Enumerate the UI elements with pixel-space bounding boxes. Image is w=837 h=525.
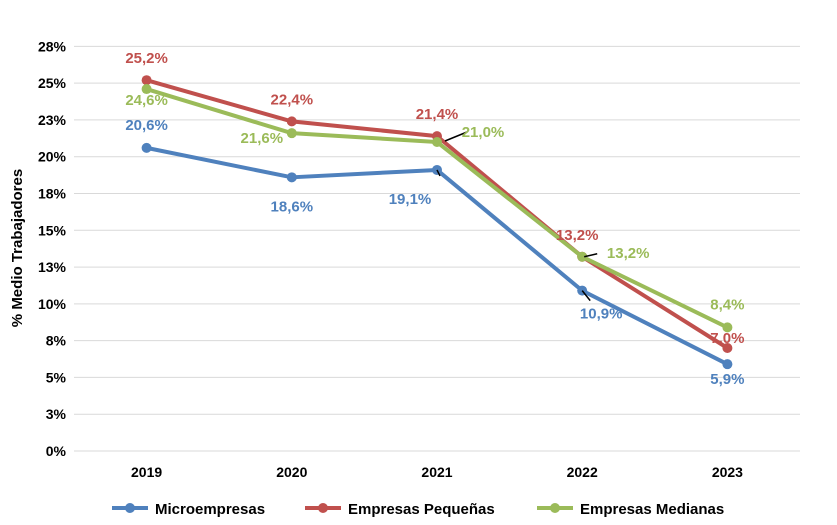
- data-point: [577, 251, 588, 262]
- x-axis-ticks: 2019 2020 2021 2022 2023: [131, 464, 743, 480]
- y-tick-label: 15%: [38, 222, 67, 238]
- data-point: [286, 128, 297, 139]
- legend: Microempresas Empresas Pequeñas Empresas M…: [112, 501, 724, 518]
- data-point: [286, 172, 297, 183]
- data-point: [141, 84, 152, 95]
- data-label: 13,2%: [607, 245, 650, 262]
- data-label: 22,4%: [271, 91, 314, 108]
- data-label: 18,6%: [271, 198, 314, 215]
- data-label: 7,0%: [710, 330, 744, 347]
- data-point: [722, 359, 733, 370]
- data-label: 20,6%: [125, 117, 168, 134]
- legend-swatch-marker: [318, 503, 328, 513]
- data-labels: 20,6% 18,6% 19,1% 10,9% 5,9% 25,2% 22,4% 21,4% 1…: [125, 50, 744, 388]
- gridlines: [74, 45, 800, 452]
- x-tick-label: 2022: [567, 464, 598, 480]
- label-leader-lines: [436, 131, 598, 302]
- x-tick-label: 2023: [712, 464, 743, 480]
- data-label: 19,1%: [389, 191, 432, 208]
- leader-line: [436, 169, 441, 177]
- legend-label: Microempresas: [155, 501, 265, 518]
- y-tick-label: 25%: [38, 75, 67, 91]
- leader-line: [581, 290, 591, 302]
- y-axis-title: % Medio Trabajadores: [9, 169, 26, 327]
- y-tick-label: 8%: [46, 333, 67, 349]
- legend-label: Empresas Pequeñas: [348, 501, 495, 518]
- leader-line: [584, 253, 598, 258]
- x-tick-label: 2020: [276, 464, 307, 480]
- data-label: 24,6%: [125, 92, 168, 109]
- y-tick-label: 23%: [38, 112, 67, 128]
- data-label: 21,6%: [241, 130, 284, 147]
- x-tick-label: 2021: [421, 464, 452, 480]
- legend-swatch-marker: [125, 503, 135, 513]
- data-point: [432, 137, 442, 147]
- y-tick-label: 28%: [38, 38, 67, 54]
- y-tick-label: 0%: [46, 443, 67, 459]
- y-tick-label: 5%: [46, 369, 67, 385]
- data-label: 5,9%: [710, 371, 744, 388]
- y-tick-label: 10%: [38, 296, 67, 312]
- y-tick-label: 18%: [38, 186, 67, 202]
- y-axis-ticks: 0% 3% 5% 8% 10% 13% 15% 18% 20% 23% 25% 28%: [38, 38, 67, 459]
- legend-label: Empresas Medianas: [580, 501, 724, 518]
- data-point: [722, 322, 733, 333]
- y-tick-label: 13%: [38, 259, 67, 275]
- data-label: 21,0%: [462, 124, 505, 141]
- legend-swatch-marker: [550, 503, 560, 513]
- data-label: 25,2%: [125, 50, 168, 67]
- y-tick-label: 20%: [38, 149, 67, 165]
- data-label: 21,4%: [416, 106, 459, 123]
- leader-line: [444, 131, 468, 142]
- data-label: 10,9%: [580, 306, 623, 323]
- data-point: [722, 343, 733, 353]
- data-label: 8,4%: [710, 296, 744, 313]
- data-label: 13,2%: [556, 227, 599, 244]
- data-point: [141, 142, 152, 153]
- x-tick-label: 2019: [131, 464, 162, 480]
- y-tick-label: 3%: [46, 406, 67, 422]
- data-point: [286, 116, 297, 127]
- data-point: [141, 75, 152, 86]
